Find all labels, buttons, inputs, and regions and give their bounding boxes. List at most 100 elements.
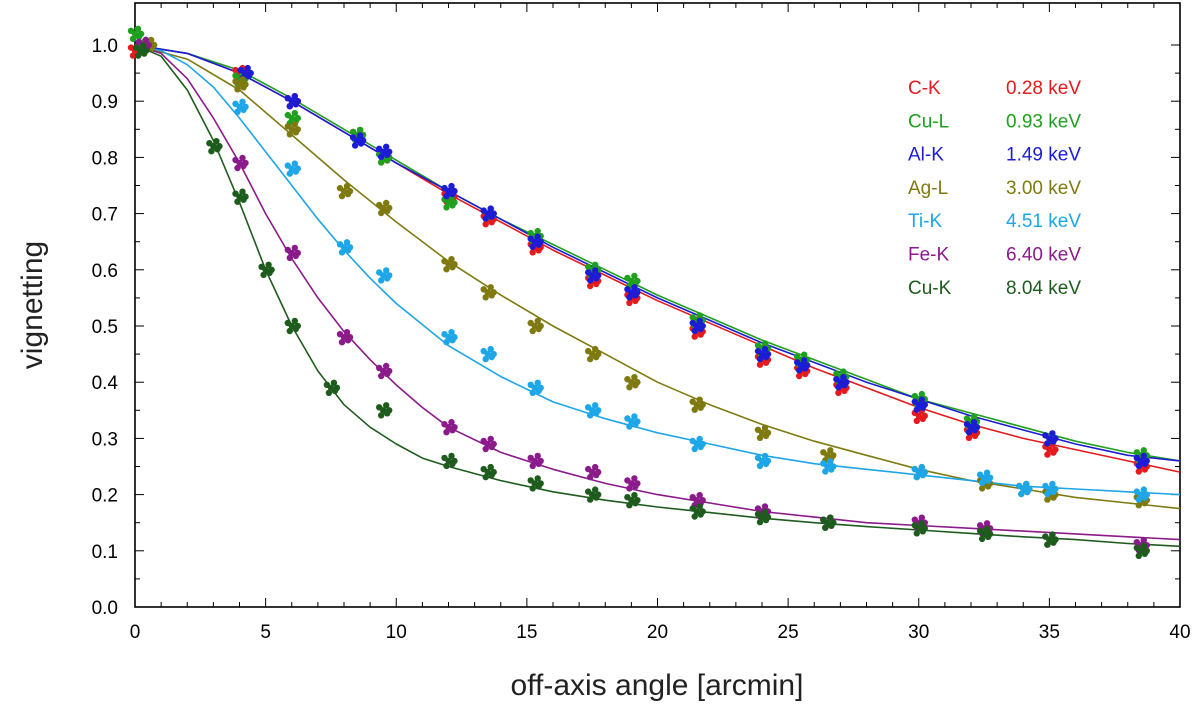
data-point-fe-k xyxy=(587,473,594,481)
data-point-fe-k xyxy=(135,38,142,46)
data-point-cu-k xyxy=(208,148,215,155)
data-point-al-k xyxy=(689,319,696,327)
data-point-fe-k xyxy=(480,437,487,445)
data-point-cu-k xyxy=(827,514,834,521)
data-point-ti-k xyxy=(234,108,241,116)
data-point-cu-l xyxy=(963,415,971,422)
data-point-ag-l xyxy=(482,294,489,301)
data-point-al-k xyxy=(294,98,301,105)
data-point-ag-l xyxy=(827,447,834,454)
data-point-ag-l xyxy=(820,449,827,456)
data-point-cu-l xyxy=(291,109,298,117)
x-tick-label: 40 xyxy=(1169,622,1190,643)
x-tick-label: 0 xyxy=(130,622,141,643)
data-point-fe-k xyxy=(239,154,246,162)
legend-name-ag-l: Ag-L xyxy=(908,178,948,199)
data-point-ti-k xyxy=(918,463,925,471)
data-point-cu-k xyxy=(291,317,298,325)
data-point-ti-k xyxy=(1140,486,1148,493)
data-point-cu-k xyxy=(918,520,925,527)
data-point-fe-k xyxy=(490,440,497,448)
data-point-ag-l xyxy=(147,36,155,44)
data-point-cu-l xyxy=(696,312,703,319)
y-tick-labels: 0.0 0.1 0.2 0.3 0.4 0.5 0.6 0.7 0.8 0.9 1.0 xyxy=(92,36,119,619)
data-point-cu-l xyxy=(349,128,357,136)
data-point-cu-k xyxy=(206,140,213,147)
data-point-al-k xyxy=(378,153,385,160)
data-point-cu-l xyxy=(585,263,592,270)
data-point-ag-l xyxy=(830,452,837,459)
data-point-ag-l xyxy=(383,199,390,207)
data-point-fe-k xyxy=(343,329,351,336)
data-point-al-k xyxy=(696,317,703,325)
data-point-cu-k xyxy=(284,319,291,327)
data-point-fe-k xyxy=(441,421,448,428)
data-point-ti-k xyxy=(696,435,703,443)
data-point-c-k xyxy=(1052,446,1059,453)
fit-curves xyxy=(134,44,1181,548)
data-point-fe-k xyxy=(443,429,450,436)
fit-curve-cu-l xyxy=(134,44,1181,462)
data-point-cu-k xyxy=(537,480,544,487)
data-point-ag-l xyxy=(376,201,383,209)
data-point-fe-k xyxy=(142,36,149,44)
data-point-ag-l xyxy=(234,86,241,93)
y-tick-label: 0.1 xyxy=(92,542,118,563)
data-point-cu-k xyxy=(268,266,275,273)
data-point-al-k xyxy=(244,64,251,72)
data-point-ti-k xyxy=(1135,496,1143,503)
data-point-fe-k xyxy=(376,364,383,372)
data-point-al-k xyxy=(592,267,599,274)
data-point-cu-k xyxy=(691,513,698,520)
data-point-al-k xyxy=(626,294,633,301)
y-tick-label: 0.7 xyxy=(92,205,118,226)
data-point-fe-k xyxy=(911,516,918,523)
data-point-fe-k xyxy=(595,468,602,476)
data-point-ag-l xyxy=(343,182,351,190)
data-point-al-k xyxy=(1042,432,1049,439)
data-point-cu-k xyxy=(761,508,769,516)
data-point-al-k xyxy=(761,345,769,353)
data-point-al-k xyxy=(1133,454,1141,462)
y-tick-label: 0.8 xyxy=(92,148,118,169)
data-point-ti-k xyxy=(921,468,928,476)
data-point-cu-k xyxy=(265,261,272,268)
data-point-c-k xyxy=(529,249,536,256)
data-point-cu-k xyxy=(754,510,762,518)
data-point-al-k xyxy=(764,350,772,358)
fit-curve-ag-l xyxy=(134,44,1181,510)
data-point-al-k xyxy=(921,401,928,408)
y-axis-title: vignetting xyxy=(16,241,49,369)
legend-energy-al-k: 1.49 keV xyxy=(1006,145,1081,166)
data-point-al-k xyxy=(487,205,494,212)
data-point-cu-k xyxy=(260,271,267,278)
data-point-al-k xyxy=(1044,440,1051,447)
data-point-cu-k xyxy=(822,524,829,531)
data-point-fe-k xyxy=(482,445,489,453)
data-point-al-k xyxy=(527,235,534,242)
legend-energy-ag-l: 3.00 keV xyxy=(1006,178,1081,199)
data-point-ag-l xyxy=(634,379,641,386)
data-point-ti-k xyxy=(294,165,301,172)
data-point-al-k xyxy=(796,367,803,374)
data-point-ti-k xyxy=(830,463,837,470)
data-point-ti-k xyxy=(626,423,633,430)
data-point-al-k xyxy=(691,327,698,335)
data-point-al-k xyxy=(482,215,489,222)
data-point-ti-k xyxy=(443,339,450,346)
data-point-cu-k xyxy=(482,473,489,481)
data-point-cu-l xyxy=(356,126,364,134)
data-point-cu-k xyxy=(234,198,241,205)
data-point-ag-l xyxy=(338,192,346,200)
data-point-al-k xyxy=(351,142,359,149)
data-point-fe-k xyxy=(761,503,769,510)
data-point-fe-k xyxy=(286,254,293,262)
data-point-fe-k xyxy=(338,339,346,346)
data-point-al-k xyxy=(480,207,487,214)
data-point-ag-l xyxy=(386,204,393,212)
data-point-al-k xyxy=(451,187,458,195)
data-point-fe-k xyxy=(918,514,925,521)
data-point-cu-l xyxy=(689,314,696,321)
legend-energy-cu-l: 0.93 keV xyxy=(1006,111,1081,132)
